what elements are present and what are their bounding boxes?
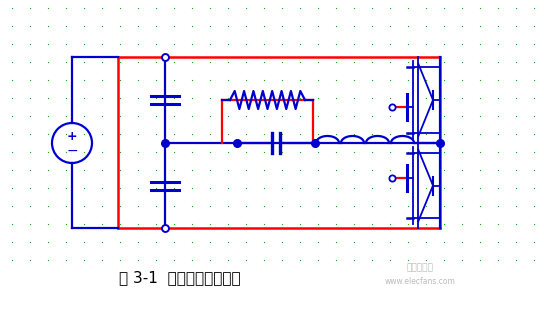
Text: +: + [67,130,77,144]
Text: 电子发烧友: 电子发烧友 [406,263,434,272]
Text: www.elecfans.com: www.elecfans.com [385,277,455,286]
Text: −: − [66,144,78,158]
Text: 图 3-1  单相桥式逆变拓扑: 图 3-1 单相桥式逆变拓扑 [119,271,241,285]
